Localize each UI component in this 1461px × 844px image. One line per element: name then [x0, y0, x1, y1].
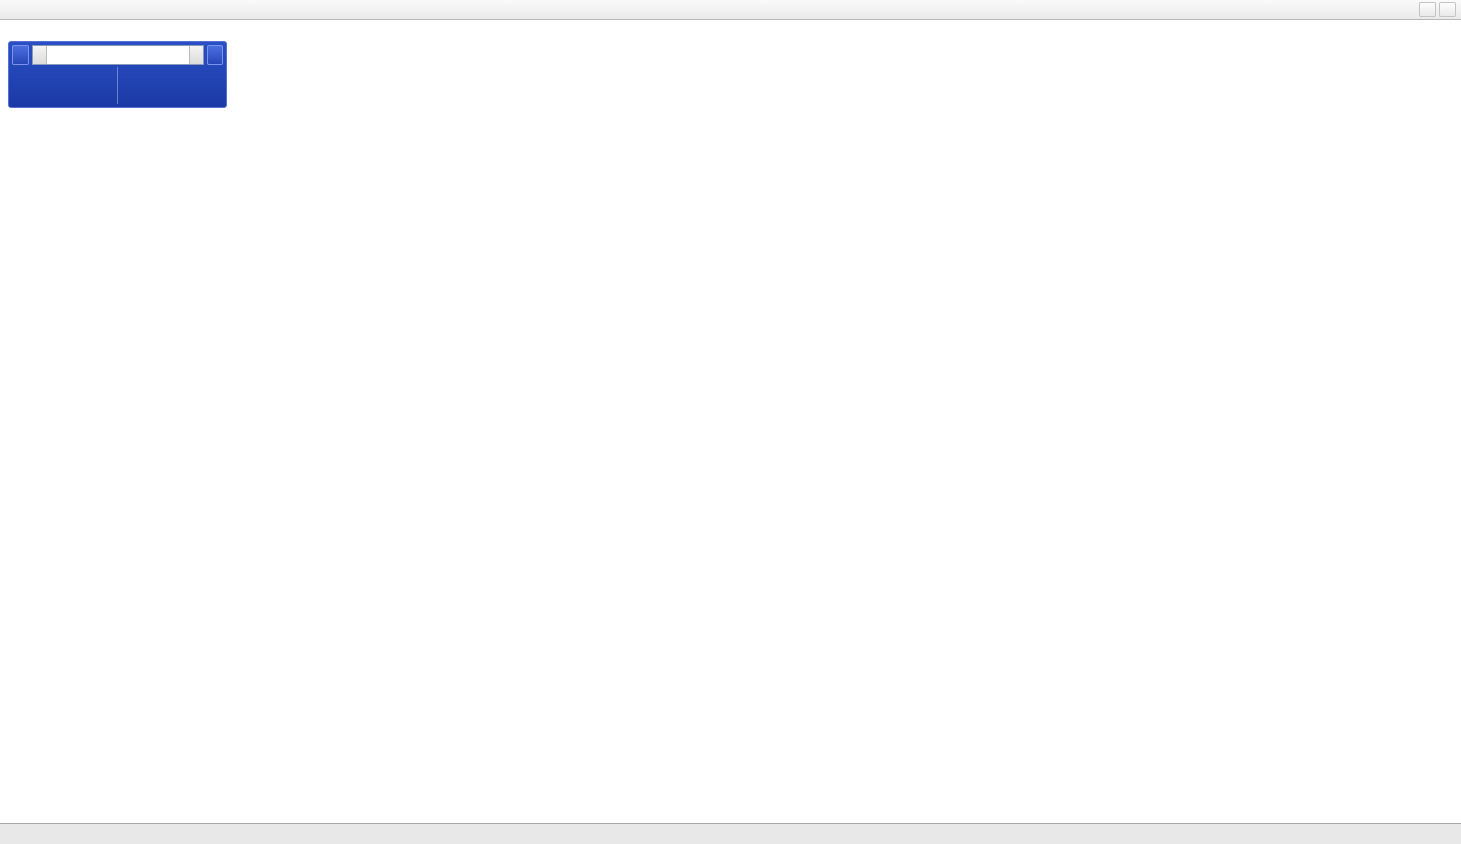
volume-input[interactable]	[46, 46, 189, 64]
sell-price-display[interactable]	[12, 67, 117, 104]
buy-price-display[interactable]	[117, 67, 223, 104]
volume-increase-icon[interactable]	[188, 46, 203, 64]
window-controls	[1419, 2, 1456, 17]
close-icon[interactable]	[1439, 2, 1456, 17]
chart-tab-bar	[0, 823, 1461, 844]
one-click-trading-panel	[8, 41, 227, 108]
volume-decrease-icon[interactable]	[32, 46, 47, 64]
volume-control	[31, 45, 204, 65]
minimize-icon[interactable]	[1419, 2, 1436, 17]
buy-button[interactable]	[206, 45, 223, 65]
sell-button[interactable]	[12, 45, 29, 65]
timeframe-toolbar	[0, 0, 1461, 20]
